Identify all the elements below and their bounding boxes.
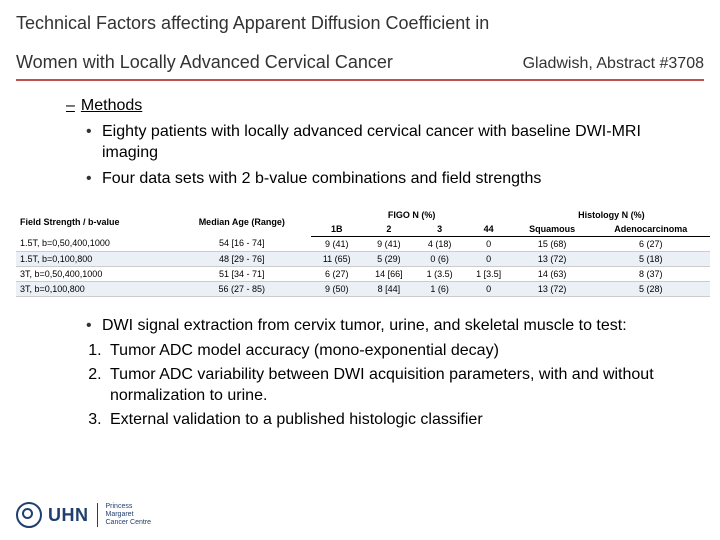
cell: 6 (27) [592,236,710,251]
cell: 5 (29) [363,251,415,266]
cell: 14 (63) [513,266,592,281]
cell: 9 (41) [311,236,363,251]
cell: 5 (18) [592,251,710,266]
logo-divider [97,503,98,527]
th-figo-4: 44 [464,222,512,237]
logo-sub-text: Princess Margaret Cancer Centre [106,503,152,526]
cell: 48 [29 - 76] [173,251,311,266]
th-figo-3: 3 [415,222,465,237]
cell: 5 (28) [592,281,710,296]
num-item: Tumor ADC model accuracy (mono-exponenti… [106,340,694,362]
data-table: Field Strength / b-value Median Age (Ran… [16,208,710,297]
cell: 14 [66] [363,266,415,281]
cell: 13 (72) [513,251,592,266]
logo-sub3: Cancer Centre [106,519,152,527]
bullet-item: Four data sets with 2 b-value combinatio… [86,168,694,190]
bullet-item: DWI signal extraction from cervix tumor,… [86,315,694,337]
table-row: 3T, b=0,100,800 56 (27 - 85) 9 (50) 8 [4… [16,281,710,296]
methods-bullets-top: Eighty patients with locally advanced ce… [56,121,694,190]
num-item: Tumor ADC variability between DWI acquis… [106,364,694,407]
logo-sub2: Margaret [106,511,152,519]
data-table-wrap: Field Strength / b-value Median Age (Ran… [16,208,710,297]
cell: 1 (3.5) [415,266,465,281]
title-line2: Women with Locally Advanced Cervical Can… [16,51,393,74]
numbered-list: Tumor ADC model accuracy (mono-exponenti… [56,340,694,430]
cell: 51 [34 - 71] [173,266,311,281]
cell: 9 (50) [311,281,363,296]
th-figo-2: 2 [363,222,415,237]
cell: 9 (41) [363,236,415,251]
th-figo-1: 1B [311,222,363,237]
cell: 3T, b=0,50,400,1000 [16,266,173,281]
logo-main-text: UHN [48,505,89,526]
cell: 15 (68) [513,236,592,251]
cell: 1.5T, b=0,50,400,1000 [16,236,173,251]
table-row: 3T, b=0,50,400,1000 51 [34 - 71] 6 (27) … [16,266,710,281]
methods-bullets-after: DWI signal extraction from cervix tumor,… [56,315,694,337]
cell: 0 [464,281,512,296]
cell: 4 (18) [415,236,465,251]
cell: 0 (6) [415,251,465,266]
th-age: Median Age (Range) [173,208,311,237]
cell: 8 [44] [363,281,415,296]
methods-label-text: Methods [81,97,142,114]
table-row: 1.5T, b=0,100,800 48 [29 - 76] 11 (65) 5… [16,251,710,266]
th-hist-1: Squamous [513,222,592,237]
bullet-item: Eighty patients with locally advanced ce… [86,121,694,164]
cell: 13 (72) [513,281,592,296]
th-hist: Histology N (%) [513,208,710,222]
cell: 0 [464,236,512,251]
subtitle: Gladwish, Abstract #3708 [523,55,704,73]
cell: 1.5T, b=0,100,800 [16,251,173,266]
cell: 0 [464,251,512,266]
cell: 1 (6) [415,281,465,296]
content-area: –Methods Eighty patients with locally ad… [16,97,704,431]
logo-icon [16,502,42,528]
cell: 11 (65) [311,251,363,266]
cell: 54 [16 - 74] [173,236,311,251]
title-line1: Technical Factors affecting Apparent Dif… [16,13,489,33]
cell: 1 [3.5] [464,266,512,281]
methods-heading: –Methods [66,97,694,115]
table-body: 1.5T, b=0,50,400,1000 54 [16 - 74] 9 (41… [16,236,710,296]
uhn-logo: UHN Princess Margaret Cancer Centre [16,502,151,528]
num-item: External validation to a published histo… [106,409,694,431]
table-row: 1.5T, b=0,50,400,1000 54 [16 - 74] 9 (41… [16,236,710,251]
logo-sub1: Princess [106,503,152,511]
slide-container: Technical Factors affecting Apparent Dif… [0,0,720,540]
th-field: Field Strength / b-value [16,208,173,237]
cell: 56 (27 - 85) [173,281,311,296]
cell: 3T, b=0,100,800 [16,281,173,296]
cell: 8 (37) [592,266,710,281]
cell: 6 (27) [311,266,363,281]
th-figo: FIGO N (%) [311,208,513,222]
th-hist-2: Adenocarcinoma [592,222,710,237]
slide-header: Technical Factors affecting Apparent Dif… [16,12,704,81]
